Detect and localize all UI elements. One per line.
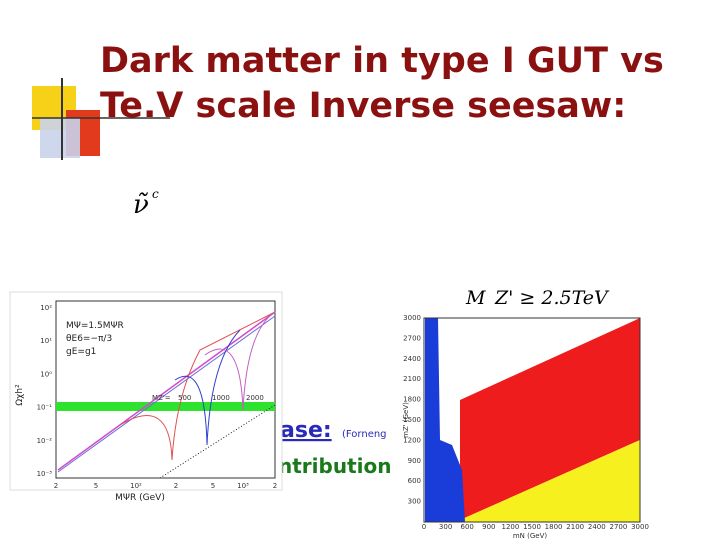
plot-frame (55, 300, 276, 479)
x-tick-label: 2 (273, 482, 277, 490)
title-line: Dark matter in type I GUT vs (100, 41, 664, 81)
region-blue (425, 318, 465, 522)
x-tick-label: 10² (130, 482, 142, 490)
citation: (Forneng (342, 429, 387, 440)
x-tick-label: 0 (422, 523, 426, 531)
y-tick-label: 1200 (403, 436, 421, 444)
note: MΨ=1.5MΨR (66, 321, 124, 331)
band (56, 402, 275, 411)
y-label: Ωχh² (15, 384, 25, 406)
curve (204, 311, 276, 411)
y-tick-label: 10⁻³ (37, 470, 53, 478)
y-tick-label: 1500 (403, 416, 421, 424)
x-tick-label: 2 (54, 482, 58, 490)
y-tick-label: 2700 (403, 334, 421, 342)
x-tick-label: 600 (461, 523, 474, 531)
mz-value: 2000 (246, 394, 264, 402)
x-tick-label: 2100 (566, 523, 584, 531)
title-line: Te.V scale Inverse seesaw: (100, 86, 626, 126)
x-tick-label: 10³ (237, 482, 249, 490)
x-tick-label: 2700 (609, 523, 627, 531)
note: θE6=−π/3 (66, 334, 112, 344)
note: gE=g1 (66, 347, 96, 357)
curve (57, 315, 276, 473)
hidden-word: ntribution (278, 454, 391, 478)
y-tick-label: 2100 (403, 375, 421, 383)
y-tick-label: 600 (408, 477, 421, 485)
x-tick-label: 1500 (523, 523, 541, 531)
region-red (460, 318, 640, 520)
x-tick-label: 5 (211, 482, 215, 490)
x-tick-label: 2400 (588, 523, 606, 531)
y-tick-label: 900 (408, 457, 421, 465)
x-tick-label: 300 (439, 523, 452, 531)
y-tick-label: 10² (40, 304, 52, 312)
x-tick-label: 2 (174, 482, 178, 490)
x-tick-label: 3000 (631, 523, 649, 531)
x-tick-label: 1200 (501, 523, 519, 531)
region-yellow (460, 440, 640, 522)
x-label: MΨR (GeV) (115, 493, 165, 503)
curve (174, 329, 241, 446)
x-label: mN (GeV) (513, 532, 548, 540)
left-plot: MΨ=1.5MΨR θE6=−π/3 gE=g1 MZ'= 500 1000 2… (9, 291, 283, 503)
y-tick-label: 10⁻² (37, 437, 53, 445)
y-tick-label: 10¹ (40, 337, 52, 345)
y-tick-label: 300 (408, 498, 421, 506)
hidden-word: ase: (280, 418, 332, 443)
x-tick-label: 5 (94, 482, 98, 490)
curve (119, 311, 276, 461)
deco-blue (40, 118, 80, 158)
symbol: ν̃ (133, 190, 149, 220)
right-plot: mZ' (GeV) mN (GeV) 300 600 900 1200 1500 1800… (400, 305, 649, 540)
symbol-sup: c (152, 187, 159, 201)
plot-frame (423, 317, 641, 523)
y-tick-label: 3000 (403, 314, 421, 322)
y-tick-label: 10⁰ (40, 370, 52, 378)
x-tick-label: 1800 (545, 523, 563, 531)
y-tick-label: 1800 (403, 396, 421, 404)
y-tick-label: 2400 (403, 355, 421, 363)
y-tick-label: 10⁻¹ (37, 404, 53, 412)
y-label: mZ' (GeV) (402, 402, 410, 438)
mz-value: 1000 (212, 394, 230, 402)
x-tick-label: 900 (482, 523, 495, 531)
bound-label: M_Z' ≥ 2.5TeV (465, 287, 610, 309)
mz-value: 500 (178, 394, 191, 402)
plot-bg (9, 291, 283, 491)
curve (57, 311, 276, 471)
mz-label: MZ'= (152, 394, 171, 402)
